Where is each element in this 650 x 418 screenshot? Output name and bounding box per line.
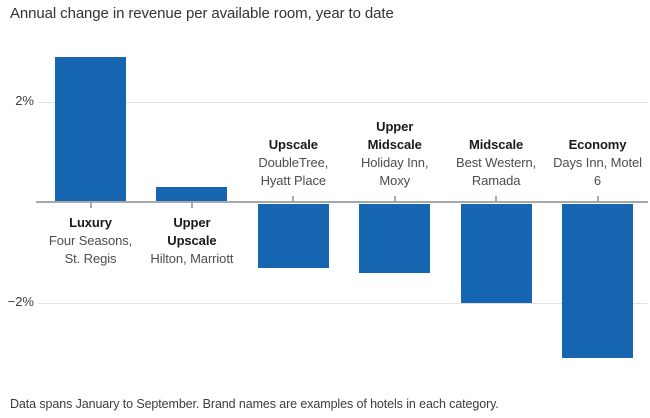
category-name-line: Upscale [268, 136, 318, 152]
chart-title: Annual change in revenue per available r… [10, 5, 394, 22]
category-examples-line: DoubleTree, [258, 154, 329, 170]
category-label-midscale: Midscale Best Western, Ramada [436, 136, 556, 190]
chart-footnote: Data spans January to September. Brand n… [10, 397, 499, 411]
category-examples-line: Best Western, [456, 154, 537, 170]
bar-upper-midscale [359, 203, 431, 273]
category-examples-line: St. Regis [64, 250, 117, 266]
y-axis-tick-label: −2% [7, 294, 34, 309]
bar-midscale [460, 203, 532, 303]
gridline--2 [38, 302, 648, 304]
category-examples-line: 6 [593, 172, 602, 188]
category-label-upscale: Upscale DoubleTree, Hyatt Place [233, 136, 353, 190]
category-name-line: Midscale [469, 136, 524, 152]
bar-upper-upscale [156, 187, 228, 202]
y-axis-tick-label: 2% [15, 93, 34, 108]
category-examples-line: Four Seasons, [48, 232, 133, 248]
bar-upscale [257, 203, 329, 268]
category-name-line: Luxury [69, 214, 112, 230]
category-name-line: Upscale [167, 232, 217, 248]
x-axis-tick [596, 196, 599, 201]
category-examples-line: Hyatt Place [260, 172, 326, 188]
category-label-upper-upscale: Upper Upscale Hilton, Marriott [132, 214, 252, 268]
category-label-luxury: Luxury Four Seasons, St. Regis [31, 214, 151, 268]
category-examples-line: Ramada [471, 172, 521, 188]
gridline-2 [38, 101, 648, 103]
x-axis-tick [292, 196, 295, 201]
x-axis-tick [190, 203, 193, 208]
category-name-line: Upper [376, 118, 414, 134]
category-examples-line: Hilton, Marriott [150, 250, 234, 266]
zero-baseline [36, 201, 648, 203]
category-label-upper-midscale: Upper Midscale Holiday Inn, Moxy [335, 118, 455, 190]
category-examples-line: Holiday Inn, [360, 154, 429, 170]
category-label-economy: Economy Days Inn, Motel 6 [538, 136, 650, 190]
category-name-line: Upper [173, 214, 211, 230]
bar-economy [562, 203, 633, 359]
x-axis-tick [393, 196, 396, 201]
x-axis-tick [495, 196, 498, 201]
category-name-line: Midscale [367, 136, 422, 152]
category-name-line: Economy [568, 136, 627, 152]
category-examples-line: Moxy [379, 172, 411, 188]
category-examples-line: Days Inn, Motel [553, 154, 642, 170]
bar-luxury [55, 56, 126, 202]
x-axis-tick [89, 203, 92, 208]
